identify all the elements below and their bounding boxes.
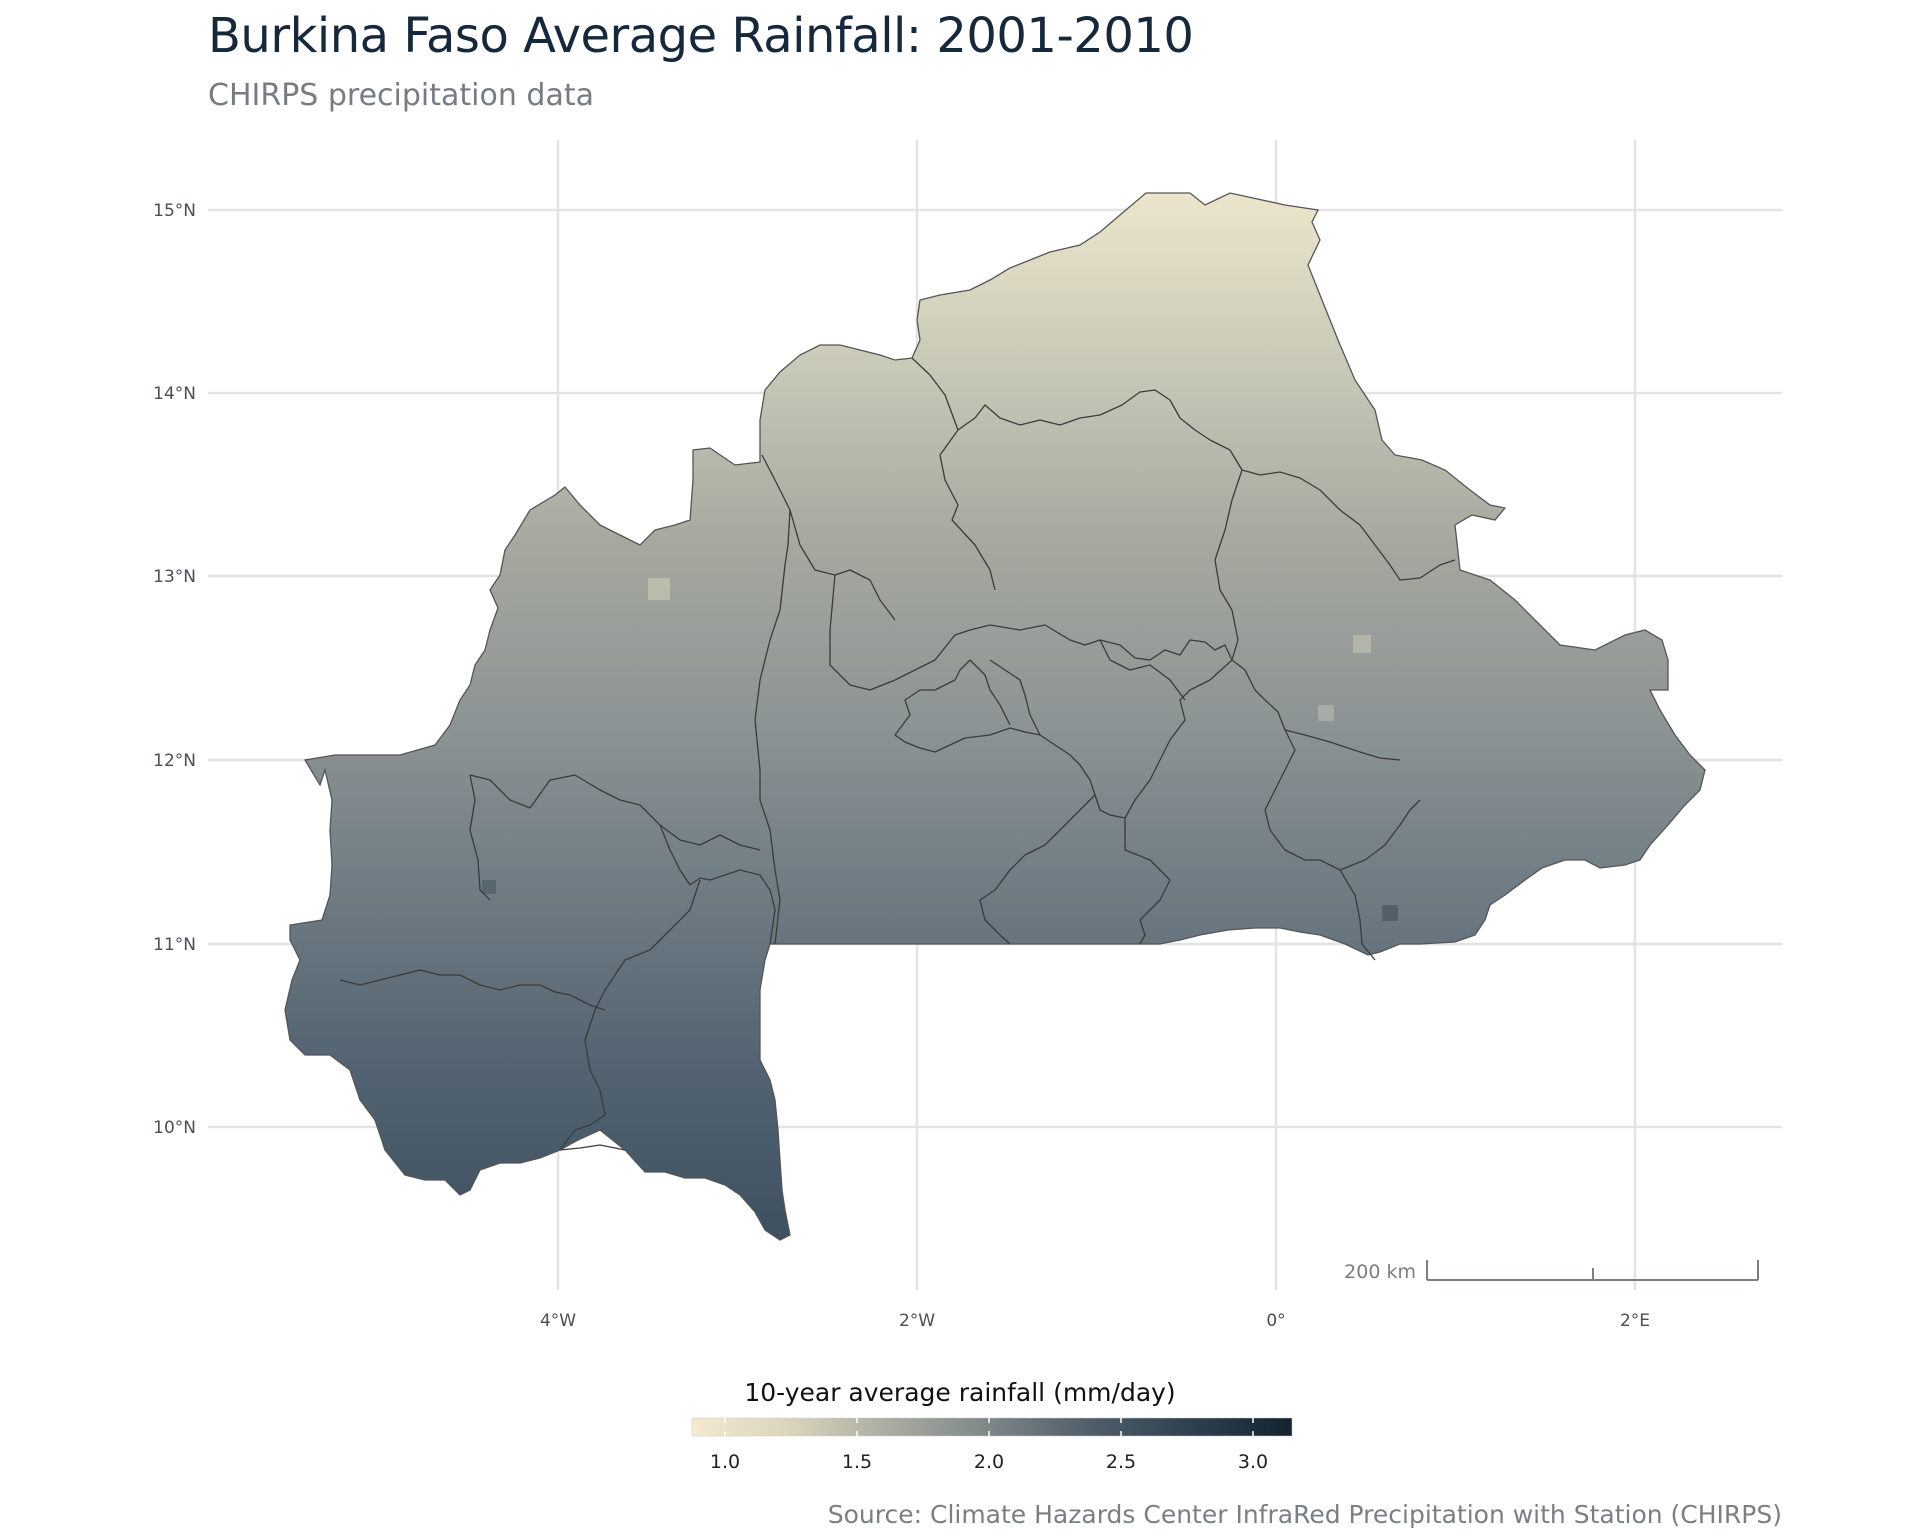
y-tick-label: 15°N	[153, 201, 196, 221]
y-axis-labels: 15°N 14°N 13°N 12°N 11°N 10°N	[153, 201, 196, 1138]
boundary-line	[1339, 799, 1421, 871]
boundary-line	[469, 774, 491, 901]
raster-cell	[648, 578, 670, 600]
chart-subtitle: CHIRPS precipitation data	[208, 78, 594, 113]
legend-tick-label: 1.0	[710, 1451, 740, 1473]
scale-bar-label: 200 km	[1344, 1261, 1416, 1283]
y-tick-label: 10°N	[153, 1118, 196, 1138]
boundary-line	[1099, 639, 1186, 701]
y-tick-label: 14°N	[153, 384, 196, 404]
raster-cell	[1353, 635, 1371, 653]
legend-tick-labels: 1.0 1.5 2.0 2.5 3.0	[710, 1451, 1268, 1473]
legend-tick-label: 3.0	[1238, 1451, 1268, 1473]
boundary-line	[979, 794, 1096, 945]
boundary-line	[957, 389, 1243, 471]
boundary-line	[1231, 659, 1341, 871]
legend-colorbar	[691, 1417, 1293, 1437]
chart-title: Burkina Faso Average Rainfall: 2001-2010	[208, 8, 1194, 64]
boundary-line	[989, 659, 1041, 736]
scale-bar	[1426, 1260, 1759, 1281]
x-tick-label: 2°W	[899, 1311, 935, 1331]
x-axis-labels: 4°W 2°W 0° 2°E	[540, 1311, 1650, 1331]
boundary-line	[754, 509, 791, 945]
raster-cell	[482, 880, 496, 894]
y-tick-label: 11°N	[153, 935, 196, 955]
legend-tick-label: 1.5	[842, 1451, 872, 1473]
source-caption: Source: Climate Hazards Center InfraRed …	[827, 1500, 1782, 1529]
boundary-line	[659, 824, 776, 945]
legend-title: 10-year average rainfall (mm/day)	[744, 1378, 1176, 1407]
raster-cell	[1318, 705, 1334, 721]
x-tick-label: 4°W	[540, 1311, 576, 1331]
boundary-line	[911, 357, 996, 591]
boundary-line	[469, 774, 761, 851]
y-tick-label: 13°N	[153, 567, 196, 587]
legend-tick-label: 2.0	[974, 1451, 1004, 1473]
boundary-line	[1284, 729, 1401, 761]
boundary-line	[1214, 469, 1243, 661]
raster-cell	[1382, 905, 1398, 921]
boundary-line	[829, 574, 1121, 691]
boundary-line	[559, 879, 701, 1151]
x-tick-label: 2°E	[1620, 1311, 1650, 1331]
raster-highlights	[482, 578, 1398, 921]
boundary-line	[894, 659, 1126, 819]
x-tick-label: 0°	[1266, 1311, 1285, 1331]
boundary-line	[339, 969, 606, 1011]
legend-tick-label: 2.5	[1106, 1451, 1136, 1473]
admin-boundaries	[339, 357, 1456, 1151]
y-tick-label: 12°N	[153, 751, 196, 771]
boundary-line	[969, 659, 1011, 726]
country-fill	[284, 192, 1706, 1241]
boundary-line	[761, 454, 896, 621]
boundary-line	[1241, 469, 1456, 581]
boundary-line	[559, 1144, 626, 1151]
boundary-line	[1119, 639, 1233, 661]
legend-ticks	[724, 1418, 1254, 1436]
boundary-line	[1339, 869, 1376, 961]
